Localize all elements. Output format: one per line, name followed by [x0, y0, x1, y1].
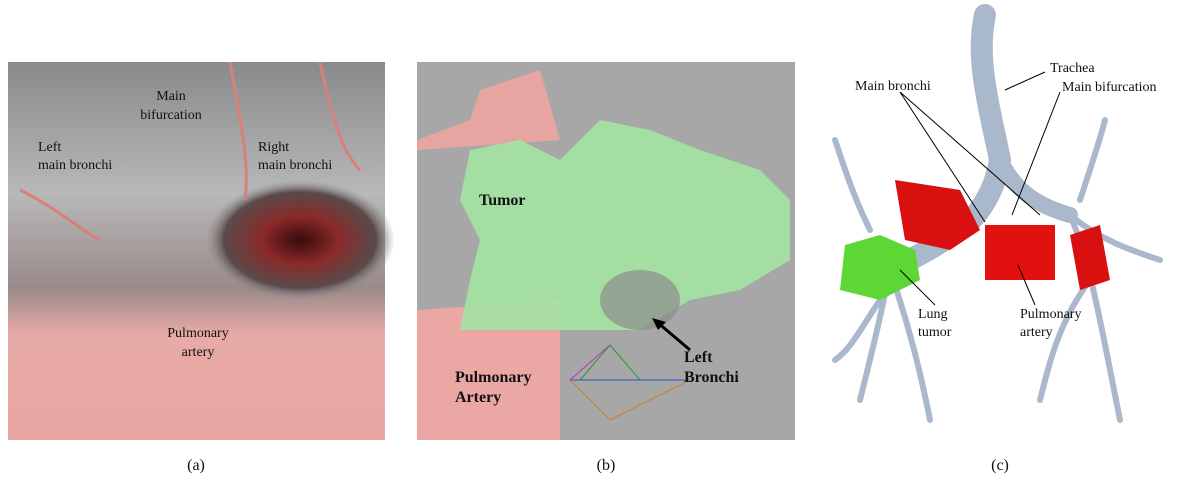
artery — [985, 225, 1055, 280]
label: Pulmonary — [167, 326, 228, 341]
label: artery — [1020, 325, 1053, 340]
label: Main — [156, 89, 186, 104]
caption: (b) — [597, 457, 616, 474]
figure: Main bifurcation Left main bronchi Right… — [0, 0, 1179, 479]
label: Right — [258, 140, 289, 155]
label: Pulmonary — [455, 369, 531, 386]
label: artery — [182, 345, 215, 360]
label: Tumor — [479, 192, 526, 209]
panel-c: Trachea Main bronchi Main bifurcation Lu… — [835, 15, 1160, 474]
caption: (a) — [187, 457, 205, 474]
label: Bronchi — [684, 369, 739, 386]
caption: (c) — [991, 457, 1009, 474]
label: tumor — [918, 325, 952, 340]
panel-a: Main bifurcation Left main bronchi Right… — [8, 62, 395, 474]
label: Artery — [455, 389, 501, 406]
tumor — [840, 235, 920, 300]
label: Pulmonary — [1020, 307, 1081, 322]
label: main bronchi — [258, 158, 332, 173]
label: main bronchi — [38, 158, 112, 173]
label: Main bifurcation — [1062, 80, 1156, 95]
label: Left — [38, 140, 61, 155]
panel-b: Tumor Left Bronchi Pulmonary Artery (b) — [417, 62, 795, 474]
bronchus-lumen — [205, 180, 395, 300]
label: Lung — [918, 307, 948, 322]
label: Left — [684, 349, 713, 366]
label: Main bronchi — [855, 79, 931, 94]
label: bifurcation — [140, 108, 201, 123]
bronchial-tree — [835, 15, 1160, 420]
label: Trachea — [1050, 61, 1095, 76]
